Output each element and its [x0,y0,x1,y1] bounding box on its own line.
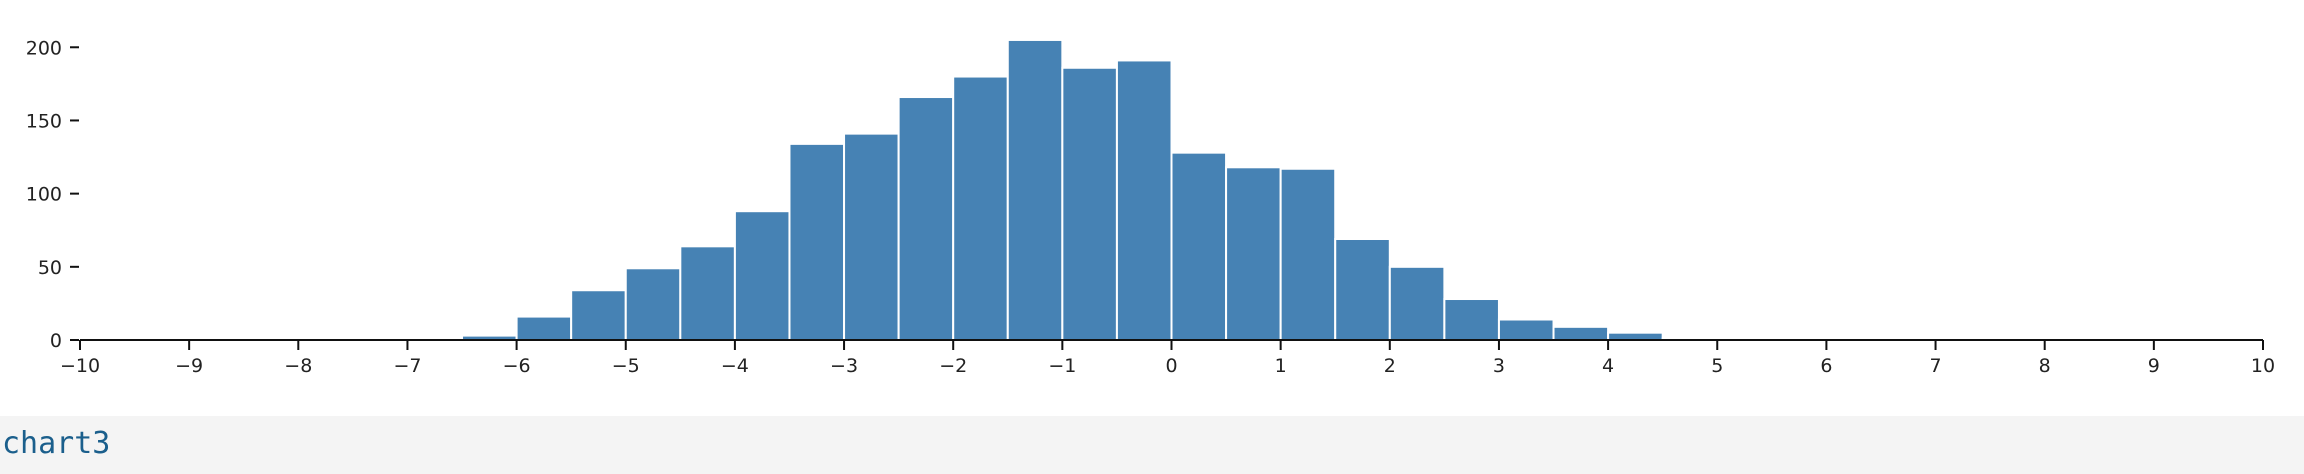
x-tick-label: 4 [1602,355,1614,377]
x-tick-label: −10 [60,355,100,377]
y-tick-label: 50 [38,257,62,279]
bars-group [297,38,1882,342]
histogram-bar [1006,38,1064,341]
x-tick-label: −9 [175,355,203,377]
histogram-bar [679,245,736,341]
histogram-bar [897,96,955,341]
histogram-bar [1061,66,1118,341]
histogram-bar [733,210,791,341]
x-tick-label: −2 [939,355,967,377]
x-tick-label: 0 [1165,355,1177,377]
x-tick-label: 5 [1711,355,1723,377]
histogram-bar [1170,151,1228,341]
x-tick-label: 2 [1384,355,1396,377]
y-tick-label: 0 [50,330,62,352]
x-tick-label: 7 [1930,355,1942,377]
histogram-bar [1552,325,1610,341]
histogram-bar [515,315,573,341]
histogram-bar [1388,265,1446,341]
x-tick-label: 8 [2039,355,2051,377]
histogram-bar [1334,238,1391,341]
histogram-bar [570,289,627,341]
y-tick-label: 200 [26,37,62,59]
histogram-chart: 0 50 100 150 200 −10 −9 −8 −7 −6 −5 −4 −3 −2 −1 0 1 2 3 4 5… [26,37,2275,377]
x-tick-label: −1 [1048,355,1076,377]
histogram-bar [624,267,682,342]
footer-bar: chart3 [0,416,2304,474]
x-tick-label: −8 [284,355,312,377]
x-tick-label: −3 [830,355,858,377]
x-tick-label: 3 [1493,355,1505,377]
x-tick-label: −4 [721,355,749,377]
histogram-bar [1279,167,1337,341]
y-tick-label: 150 [26,110,62,132]
x-tick-label: 10 [2251,355,2275,377]
x-tick-label: −7 [393,355,421,377]
histogram-bar [1497,318,1555,342]
histogram-bar [843,132,900,341]
x-tick-label: 9 [2148,355,2160,377]
y-tick-label: 100 [26,184,62,206]
x-axis: −10 −9 −8 −7 −6 −5 −4 −3 −2 −1 0 1 2 3 4 5 6 7 8 9 10 [60,339,2275,377]
x-tick-label: 6 [1820,355,1832,377]
chart-name-label: chart3 [2,426,111,461]
histogram-bar [1443,298,1500,342]
x-tick-label: 1 [1275,355,1287,377]
x-tick-label: −5 [612,355,640,377]
histogram-bar [1225,166,1282,341]
histogram-bar [1607,331,1664,342]
histogram-bar [952,75,1009,342]
histogram-bar [788,142,846,341]
y-axis: 0 50 100 150 200 [26,37,79,352]
x-tick-label: −6 [503,355,531,377]
histogram-bar [1115,59,1173,341]
